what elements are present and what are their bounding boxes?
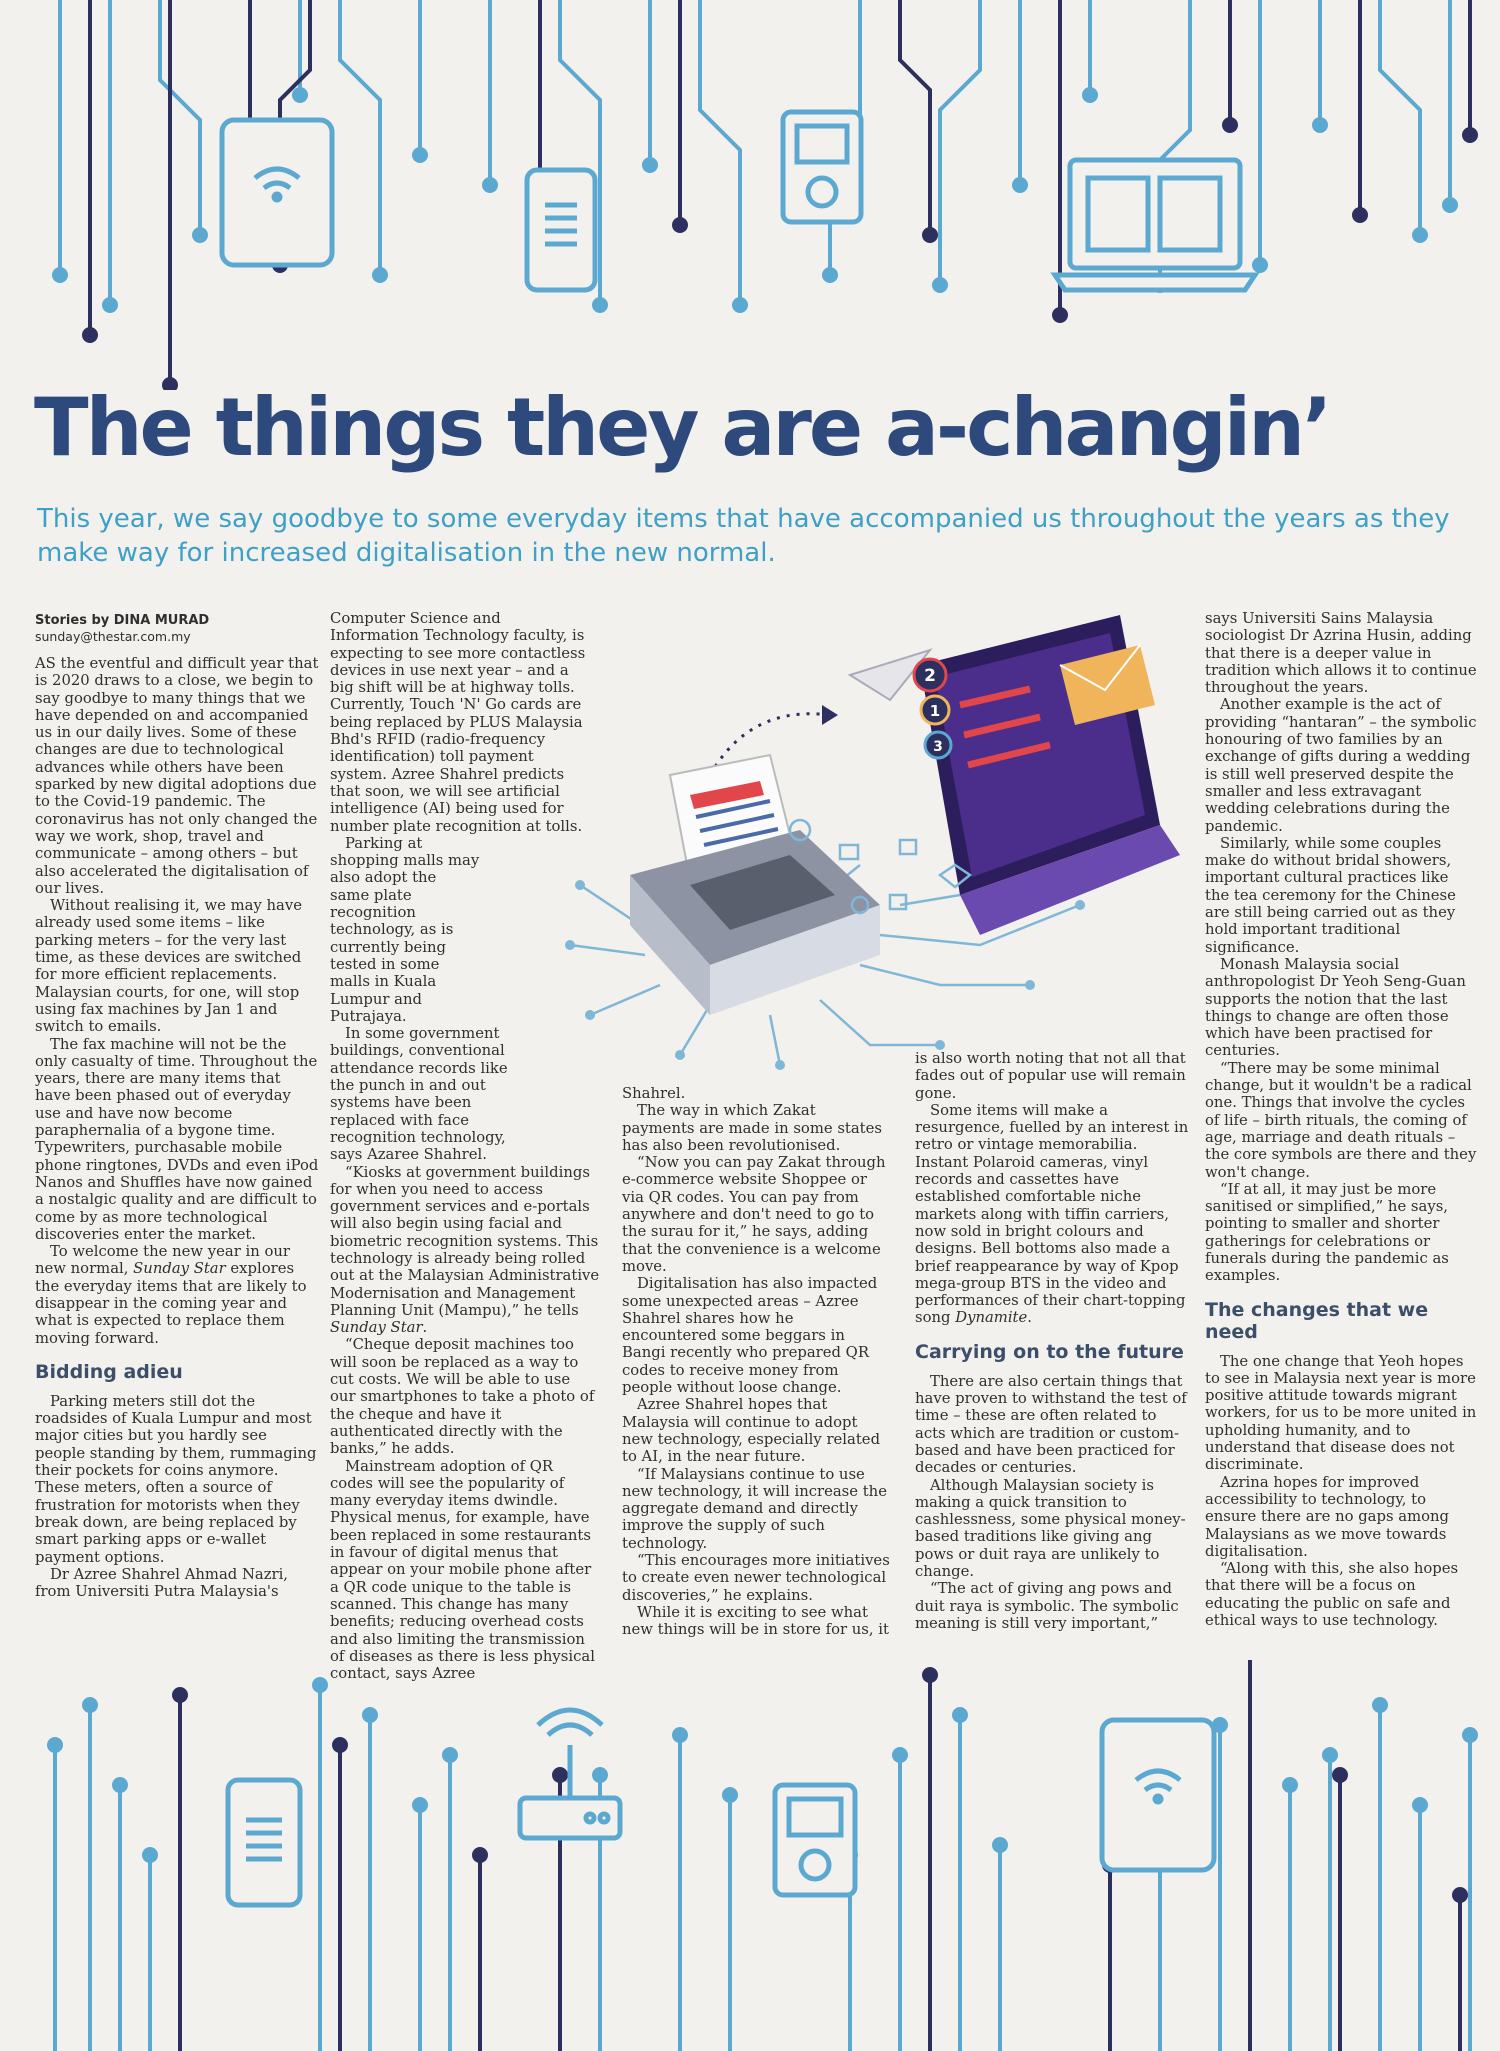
paragraph: “This encourages more initiatives to cre… [622, 1552, 890, 1604]
paragraph: Shahrel. [622, 1085, 686, 1102]
tablet-icon-bottom [1099, 1717, 1217, 1873]
paragraph: In some government buildings, convention… [330, 1025, 508, 1164]
paragraph: Computer Science and Information Technol… [330, 610, 586, 835]
paragraph: says Universiti Sains Malaysia sociologi… [1205, 610, 1477, 697]
router-icon [517, 1707, 623, 1841]
paragraph: While it is exciting to see what new thi… [622, 1603, 889, 1639]
paragraph: “If Malaysians continue to use new techn… [622, 1465, 887, 1552]
paragraph: AS the eventful and difficult year that … [35, 655, 319, 897]
paragraph: There are also certain things that have … [915, 1372, 1187, 1477]
paragraph: Another example is the act of providing … [1205, 696, 1477, 835]
laptop-illustration: 2 1 3 [912, 615, 1180, 935]
laptop-icon [1050, 157, 1260, 293]
paragraph: Although Malaysian society is making a q… [915, 1476, 1186, 1581]
paragraph: Some items will make a resurgence, fuell… [915, 1101, 1189, 1327]
byline-email: sunday@thestar.com.my [35, 629, 191, 644]
badge-list: 2 1 3 [912, 657, 953, 760]
circuit-decoration-top [52, 0, 1478, 390]
paragraph: “There may be some minimal change, but i… [1205, 1059, 1477, 1181]
subhead-carrying-on: Carrying on to the future [915, 1340, 1184, 1363]
paragraph: The fax machine will not be the only cas… [35, 1035, 319, 1243]
paragraph: is also worth noting that not all that f… [915, 1050, 1186, 1102]
smartphone-icon [524, 167, 598, 293]
article-column-2: Computer Science and Information Technol… [330, 610, 600, 1682]
music-player-icon [780, 109, 864, 225]
paragraph: Digitalisation has also impacted some un… [622, 1275, 878, 1397]
paragraph: “The act of giving ang pows and duit ray… [915, 1580, 1179, 1632]
subhead-bidding-adieu: Bidding adieu [35, 1360, 183, 1383]
paragraph: The one change that Yeoh hopes to see in… [1205, 1352, 1477, 1474]
paragraph: Mainstream adoption of QR codes will see… [330, 1457, 595, 1683]
paragraph: “If at all, it may just be more sanitise… [1205, 1180, 1449, 1285]
paragraph: Monash Malaysia social anthropologist Dr… [1205, 955, 1466, 1060]
music-player-icon-bottom [772, 1782, 858, 1898]
fax-machine-illustration [630, 753, 880, 1015]
badge-1: 2 [924, 666, 936, 686]
article-column-3: Shahrel. The way in which Zakat payments… [622, 1085, 892, 1639]
paragraph: Parking meters still dot the roadsides o… [35, 1392, 317, 1566]
paragraph: To welcome the new year in our new norma… [35, 1243, 307, 1347]
paragraph: “Along with this, she also hopes that th… [1205, 1560, 1459, 1630]
byline: Stories by DINA MURAD [35, 613, 210, 628]
badge-3: 3 [933, 739, 943, 755]
paragraph: “Now you can pay Zakat through e-commerc… [622, 1154, 886, 1275]
paragraph: Similarly, while some couples make do wi… [1205, 834, 1456, 956]
paragraph: The way in which Zakat payments are made… [622, 1102, 882, 1154]
standfirst: This year, we say goodbye to some everyd… [37, 504, 1450, 568]
paragraph: Without realising it, we may have alread… [35, 897, 302, 1036]
paragraph: “Kiosks at government buildings for when… [330, 1163, 600, 1337]
illustration-fax-to-laptop: 2 1 3 [565, 615, 1180, 1070]
tablet-icon [219, 117, 335, 268]
paragraph: Azrina hopes for improved accessibility … [1205, 1473, 1450, 1560]
headline: The things they are a-changin’ [34, 381, 1332, 474]
article-column-5: says Universiti Sains Malaysia sociologi… [1205, 610, 1477, 1629]
paragraph: “Cheque deposit machines too will soon b… [330, 1336, 595, 1458]
subhead-changes-we-need: The changes that we need [1205, 1298, 1429, 1343]
smartphone-icon-bottom [225, 1777, 303, 1908]
paragraph: Parking at shopping malls may also adopt… [330, 834, 480, 1025]
badge-2: 1 [930, 702, 940, 720]
paragraph: Azree Shahrel hopes that Malaysia will c… [622, 1396, 881, 1466]
circuit-decoration-bottom [47, 1660, 1478, 2051]
paragraph: Dr Azree Shahrel Ahmad Nazri, from Unive… [35, 1565, 289, 1601]
article-column-4: is also worth noting that not all that f… [915, 1050, 1190, 1632]
article-column-1: Stories by DINA MURAD sunday@thestar.com… [35, 612, 320, 1600]
